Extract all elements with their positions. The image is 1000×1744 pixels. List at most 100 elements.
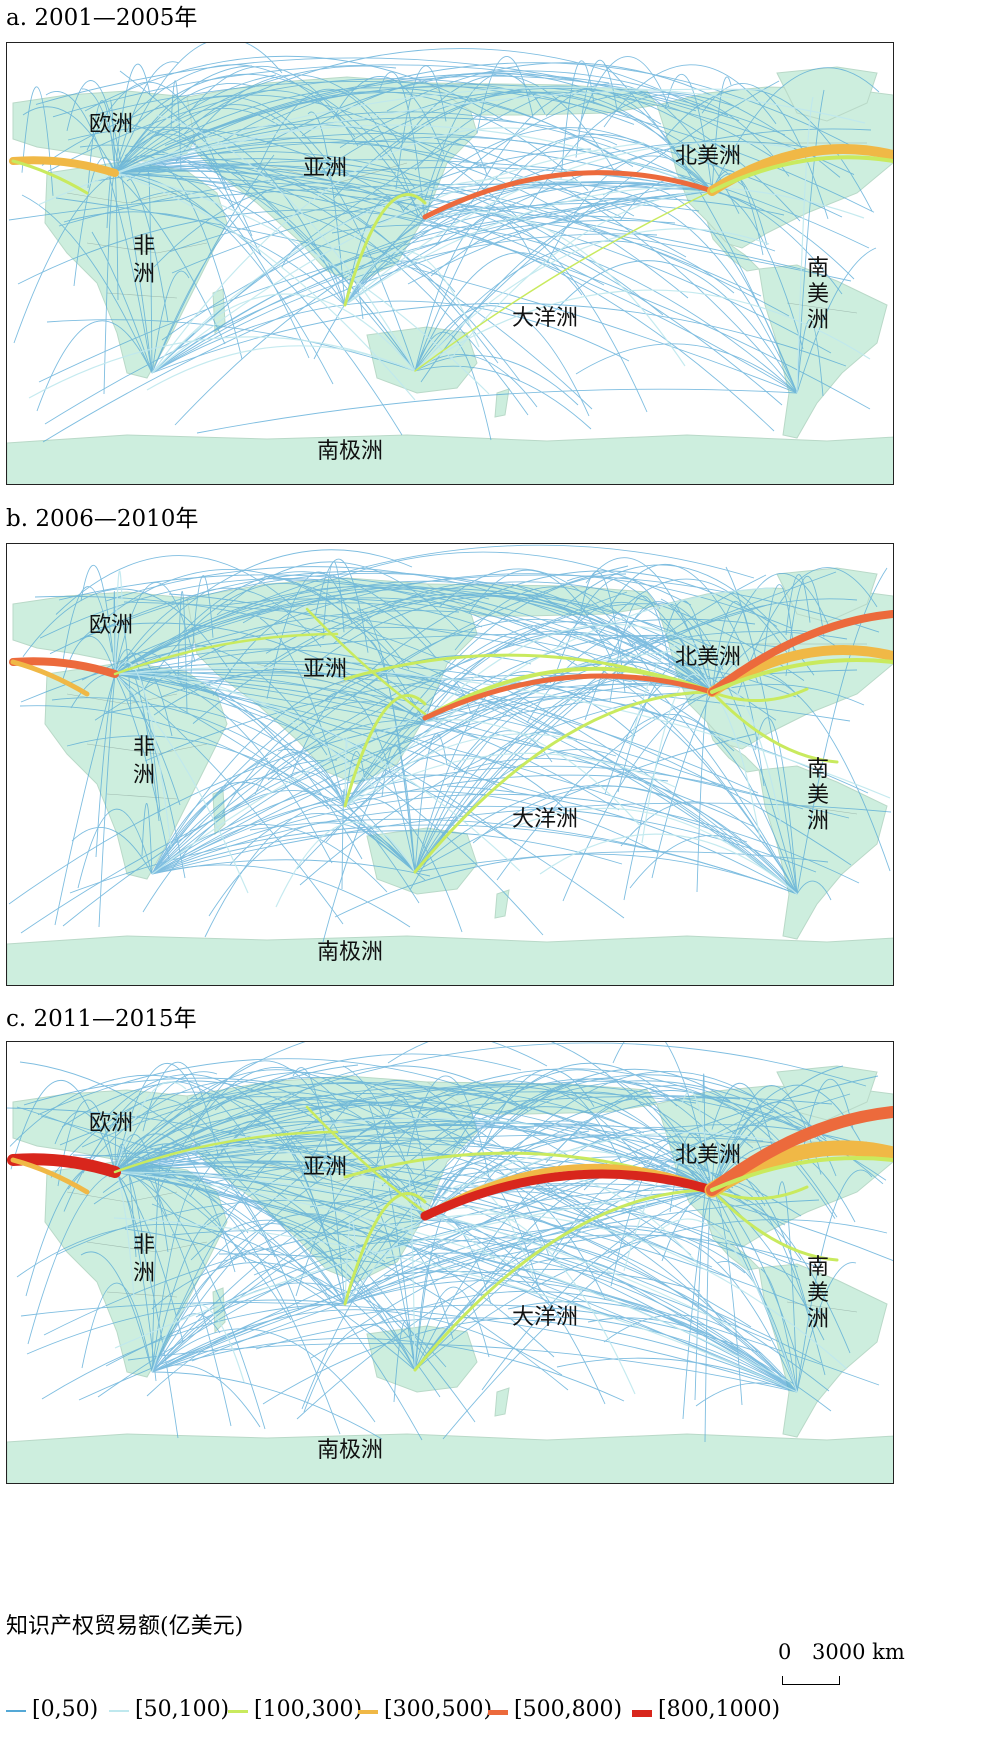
flow-line bbox=[414, 671, 552, 873]
flow-line bbox=[114, 151, 664, 316]
flow-line bbox=[344, 754, 567, 811]
flow-line bbox=[413, 690, 714, 874]
flow-line bbox=[114, 1169, 555, 1358]
flow-line bbox=[114, 673, 344, 925]
south-america-land bbox=[758, 1263, 888, 1438]
flow-line bbox=[379, 85, 801, 222]
flow-line bbox=[606, 1234, 798, 1393]
flow-line bbox=[13, 172, 116, 344]
flow-line bbox=[256, 88, 420, 219]
label-south-america-2: 美 bbox=[807, 783, 829, 808]
flow-line bbox=[151, 1337, 625, 1402]
flow-line bbox=[114, 1171, 569, 1391]
flow-line bbox=[151, 1093, 851, 1373]
flow-line bbox=[171, 182, 713, 274]
panel-b-map: 欧洲 亚洲非洲北美洲南美洲大洋洲 南极洲 bbox=[6, 543, 894, 986]
flow-line bbox=[507, 1300, 798, 1393]
flow-line bbox=[556, 1357, 798, 1393]
flow-line bbox=[20, 691, 713, 934]
flow-line bbox=[191, 1189, 713, 1362]
flow-line bbox=[119, 1076, 557, 1195]
major-flows bbox=[9, 143, 893, 372]
flow-line bbox=[236, 111, 713, 192]
flow-line bbox=[114, 48, 701, 174]
flow-line bbox=[333, 91, 673, 199]
flow-line bbox=[114, 123, 487, 174]
label-north-america: 北美洲 bbox=[675, 645, 741, 670]
flow-line bbox=[151, 728, 468, 875]
flow-line bbox=[305, 1105, 427, 1214]
flow-line bbox=[114, 172, 416, 401]
flow-line bbox=[358, 1189, 713, 1327]
flow-line bbox=[81, 1081, 713, 1191]
flow-line bbox=[114, 141, 622, 218]
flow-line bbox=[710, 155, 893, 193]
flow-line bbox=[343, 694, 427, 808]
flow-line bbox=[114, 1103, 375, 1173]
label-south-america-2: 美 bbox=[807, 282, 829, 307]
flow-line bbox=[190, 1219, 416, 1371]
flow-line bbox=[470, 88, 692, 204]
flow-line bbox=[320, 87, 785, 173]
flow-line bbox=[10, 1080, 99, 1170]
border-line bbox=[86, 242, 208, 254]
flow-line bbox=[114, 83, 256, 174]
flow-line bbox=[41, 1303, 346, 1400]
flow-line bbox=[424, 623, 753, 723]
flow-line bbox=[153, 668, 426, 723]
flow-line bbox=[10, 659, 90, 697]
flow-line bbox=[114, 1134, 764, 1173]
flow-line bbox=[144, 674, 713, 762]
flow-line bbox=[710, 687, 809, 703]
flow-line bbox=[151, 142, 645, 374]
flow-line bbox=[711, 1111, 774, 1191]
flow-line bbox=[202, 1120, 713, 1229]
flow-line bbox=[344, 573, 627, 807]
flow-line bbox=[151, 802, 892, 875]
scale-bar-line bbox=[782, 1676, 840, 1685]
flow-line bbox=[710, 1156, 893, 1192]
flow-line bbox=[151, 1313, 221, 1373]
flow-line bbox=[174, 182, 713, 426]
flow-line bbox=[49, 573, 701, 655]
flow-line bbox=[114, 644, 328, 756]
flow-line bbox=[17, 209, 426, 285]
flow-line bbox=[303, 1324, 416, 1413]
border-line bbox=[106, 1291, 178, 1298]
label-oceania: 大洋洲 bbox=[512, 807, 578, 832]
flow-line bbox=[153, 182, 426, 268]
flow-line bbox=[9, 156, 119, 177]
flow-line bbox=[114, 63, 151, 174]
flow-line bbox=[21, 86, 54, 196]
flow-line bbox=[113, 591, 116, 675]
flow-line bbox=[151, 824, 388, 893]
flow-line bbox=[113, 632, 339, 676]
flow-line bbox=[413, 1188, 714, 1372]
flow-line bbox=[420, 1169, 717, 1221]
flow-line bbox=[796, 1169, 873, 1393]
flow-line bbox=[222, 1138, 426, 1221]
flow-line bbox=[114, 172, 403, 436]
flow-line bbox=[796, 96, 814, 394]
flow-line bbox=[344, 751, 366, 807]
flow-line bbox=[119, 70, 416, 372]
flow-line bbox=[103, 705, 416, 873]
label-south-america-3: 洲 bbox=[807, 1307, 829, 1332]
flow-line bbox=[114, 673, 625, 919]
flow-line bbox=[754, 717, 798, 895]
flow-line bbox=[381, 1106, 713, 1191]
legend-swatch bbox=[488, 1710, 508, 1715]
flow-line bbox=[271, 62, 868, 155]
panel-a-title: a. 2001—2005年 bbox=[6, 5, 198, 31]
flow-line bbox=[114, 1063, 198, 1173]
flow-line bbox=[63, 211, 346, 306]
label-oceania: 大洋洲 bbox=[512, 1305, 578, 1330]
flow-line bbox=[114, 673, 249, 894]
flow-line bbox=[114, 163, 783, 406]
flow-line bbox=[414, 228, 770, 372]
flow-line bbox=[710, 1185, 809, 1201]
label-africa-1: 非 bbox=[133, 1233, 155, 1258]
flow-line bbox=[36, 320, 153, 412]
label-asia: 亚洲 bbox=[303, 156, 347, 181]
